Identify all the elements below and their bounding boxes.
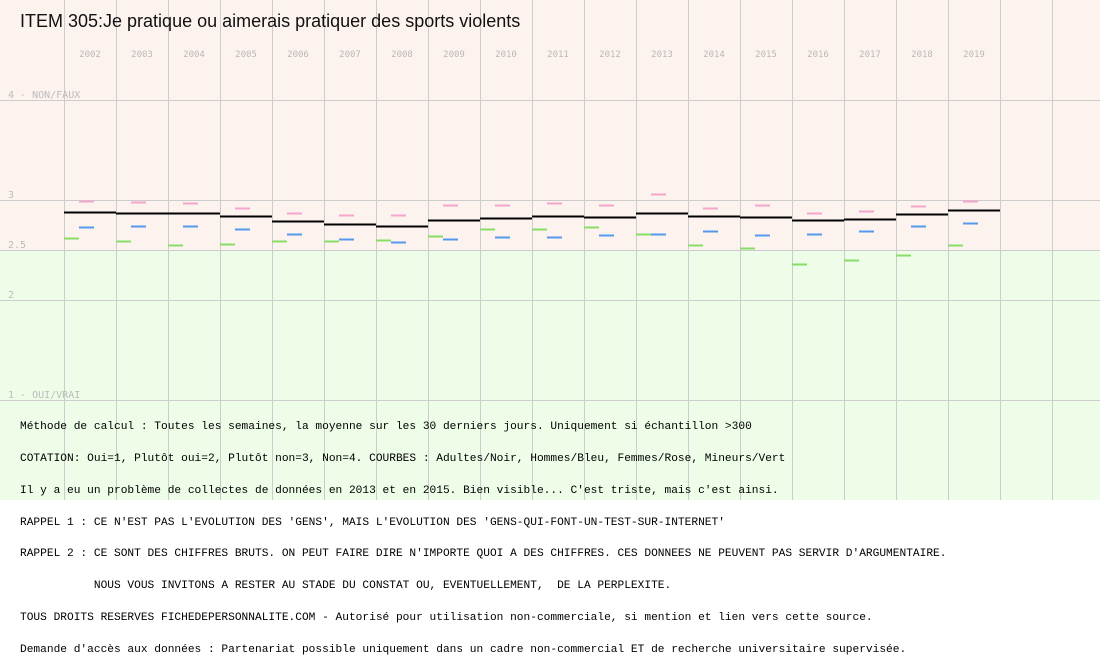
- note-line-data-access: Demande d'accès aux données : Partenaria…: [20, 643, 907, 656]
- chart-canvas: 2002 2003 2004 2005 2006 2007 2008 2009 2010 2011…: [0, 0, 1100, 500]
- y-axis-labels: 4 - NON/FAUX 3 2.5 2 1 - OUI/VRAI: [8, 90, 80, 401]
- x-tick-label: 2013: [651, 50, 673, 60]
- chart-title: ITEM 305:Je pratique ou aimerais pratiqu…: [20, 11, 521, 31]
- x-tick-label: 2004: [183, 50, 205, 60]
- note-line-rappel-2: RAPPEL 2 : CE SONT DES CHIFFRES BRUTS. O…: [20, 548, 947, 561]
- lower-band: [0, 250, 1100, 500]
- x-tick-label: 2006: [287, 50, 309, 60]
- note-line-rights: TOUS DROITS RESERVES FICHEDEPERSONNALITE…: [20, 611, 873, 624]
- note-line-rappel-1: RAPPEL 1 : CE N'EST PAS L'EVOLUTION DES …: [20, 516, 725, 529]
- x-axis-labels: 2002 2003 2004 2005 2006 2007 2008 2009 2010 2011…: [79, 50, 985, 60]
- x-tick-label: 2011: [547, 50, 569, 60]
- x-tick-label: 2002: [79, 50, 101, 60]
- y-tick-label: 2.5: [8, 240, 26, 251]
- note-line-problem: Il y a eu un problème de collectes de do…: [20, 484, 779, 497]
- y-tick-label: 1 - OUI/VRAI: [8, 390, 80, 401]
- grid-lines: [0, 0, 1100, 500]
- x-tick-label: 2009: [443, 50, 465, 60]
- x-tick-label: 2018: [911, 50, 933, 60]
- upper-band: [0, 0, 1100, 250]
- x-tick-label: 2016: [807, 50, 829, 60]
- x-tick-label: 2012: [599, 50, 621, 60]
- x-tick-label: 2019: [963, 50, 985, 60]
- y-tick-label: 2: [8, 290, 14, 301]
- x-tick-label: 2005: [235, 50, 257, 60]
- note-line-method: Méthode de calcul : Toutes les semaines,…: [20, 421, 752, 434]
- x-tick-label: 2007: [339, 50, 361, 60]
- note-line-cotation: COTATION: Oui=1, Plutôt oui=2, Plutôt no…: [20, 452, 786, 465]
- y-tick-label: 3: [8, 190, 14, 201]
- series-marks: [64, 193, 1000, 266]
- y-tick-label: 4 - NON/FAUX: [8, 90, 80, 101]
- note-line-rappel-2-cont: NOUS VOUS INVITONS A RESTER AU STADE DU …: [20, 580, 672, 593]
- notes-block: Méthode de calcul : Toutes les semaines,…: [20, 401, 1095, 666]
- x-tick-label: 2010: [495, 50, 517, 60]
- x-tick-label: 2015: [755, 50, 777, 60]
- x-tick-label: 2017: [859, 50, 881, 60]
- x-tick-label: 2014: [703, 50, 725, 60]
- x-tick-label: 2003: [131, 50, 153, 60]
- x-tick-label: 2008: [391, 50, 413, 60]
